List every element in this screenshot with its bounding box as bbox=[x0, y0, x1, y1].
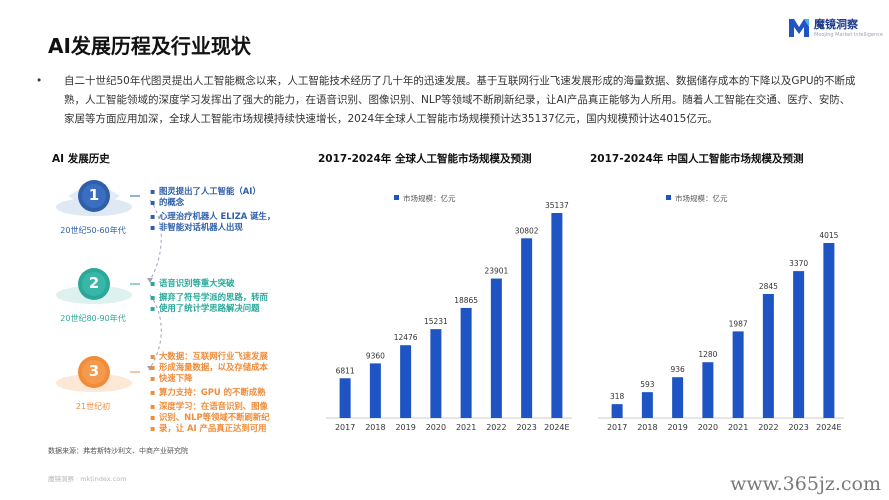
bar-2018 bbox=[641, 392, 653, 418]
logo-name: 魔镜洞察 bbox=[814, 18, 858, 31]
data-label-2018: 9360 bbox=[366, 351, 385, 360]
stage-3-years: 21世纪初 bbox=[75, 402, 111, 411]
stage-3-marker bbox=[56, 356, 132, 392]
global-chart-title: 2017-2024年 全球人工智能市场规模及预测 bbox=[318, 153, 532, 165]
stage-3-item: 深度学习：在语音识别、图像 bbox=[150, 401, 268, 412]
timeline-graphic bbox=[56, 180, 162, 392]
data-label-2021: 1987 bbox=[729, 319, 748, 328]
data-label-2017: 6811 bbox=[336, 366, 355, 375]
x-tick-label-2024E: 2024E bbox=[544, 423, 569, 432]
x-tick-label-2020: 2020 bbox=[426, 423, 446, 432]
stage-3-item: 形成海量数据，以及存储成本 bbox=[150, 362, 268, 373]
stage-1-years: 20世纪50-60年代 bbox=[60, 226, 126, 235]
brand-logo: 魔镜洞察 Moojing Market Intelligence bbox=[787, 13, 883, 43]
stage-2-marker bbox=[56, 268, 132, 304]
china-market-bar-chart: 市场规模：亿元 318 2017 593 2018 936 2019 1280 2020 1987… bbox=[598, 193, 844, 432]
x-tick-label-2021: 2021 bbox=[456, 423, 476, 432]
stage-3-item: 录，让 AI 产品真正达到可用 bbox=[150, 423, 267, 434]
stage-1-item: 非智能对话机器人出现 bbox=[150, 222, 243, 233]
x-tick-label-2017: 2017 bbox=[607, 423, 627, 432]
bar-2021 bbox=[732, 331, 744, 418]
x-tick-label-2018: 2018 bbox=[365, 423, 385, 432]
data-label-2020: 15231 bbox=[424, 317, 448, 326]
page-title: AI发展历程及行业现状 bbox=[48, 34, 251, 58]
data-label-2019: 12476 bbox=[394, 333, 418, 342]
x-tick-label-2022: 2022 bbox=[758, 423, 778, 432]
bar-2019 bbox=[672, 377, 684, 418]
stage-1-item: 的概念 bbox=[150, 197, 184, 208]
logo-subtitle: Moojing Market Intelligence bbox=[814, 32, 884, 38]
intro-paragraph: • 自二十世纪50年代图灵提出人工智能概念以来，人工智能技术经历了几十年的迅速发… bbox=[36, 72, 858, 129]
x-tick-label-2017: 2017 bbox=[335, 423, 355, 432]
bar-2018 bbox=[369, 363, 381, 418]
x-tick-label-2023: 2023 bbox=[788, 423, 808, 432]
data-label-2017: 318 bbox=[610, 392, 625, 401]
stage-3-number: 3 bbox=[88, 362, 100, 380]
x-tick-label-2022: 2022 bbox=[486, 423, 506, 432]
stage-2-years: 20世纪80-90年代 bbox=[60, 314, 126, 323]
stage-2-number: 2 bbox=[88, 274, 100, 292]
data-label-2024E: 4015 bbox=[819, 231, 838, 240]
x-tick-label-2024E: 2024E bbox=[816, 423, 841, 432]
x-tick-label-2021: 2021 bbox=[728, 423, 748, 432]
stage-1-item: 图灵提出了人工智能（AI） bbox=[150, 186, 261, 197]
china-chart-title: 2017-2024年 中国人工智能市场规模及预测 bbox=[590, 153, 804, 165]
bar-2024E bbox=[823, 243, 835, 418]
data-label-2024E: 35137 bbox=[545, 201, 569, 210]
legend-label: 市场规模：亿元 bbox=[675, 193, 728, 203]
legend-label: 市场规模：亿元 bbox=[403, 193, 456, 203]
stage-1-number: 1 bbox=[88, 186, 100, 204]
data-label-2023: 3370 bbox=[789, 259, 808, 268]
bar-2022 bbox=[762, 293, 774, 418]
footer-brand: 魔镜洞察 · mktindex.com bbox=[48, 475, 127, 483]
data-source: 数据来源：弗若斯特沙利文、中商产业研究院 bbox=[48, 447, 188, 455]
history-timeline: 1 2 3 20世纪50-60年代 20世纪80-90年代 21世纪初 图灵提出… bbox=[0, 170, 300, 450]
bar-2019 bbox=[400, 345, 412, 418]
bar-2021 bbox=[460, 307, 472, 418]
watermark: www.365jz.com bbox=[730, 473, 881, 495]
bar-2023 bbox=[521, 238, 533, 418]
data-label-2019: 936 bbox=[670, 365, 685, 374]
x-tick-label-2020: 2020 bbox=[698, 423, 718, 432]
stage-1-item: 心理治疗机器人 ELIZA 诞生， bbox=[150, 211, 275, 222]
bar-2022 bbox=[490, 278, 502, 418]
bar-2020 bbox=[702, 362, 714, 418]
data-label-2018: 593 bbox=[640, 380, 655, 389]
stage-3-item: 大数据：互联网行业飞速发展 bbox=[150, 351, 268, 362]
data-label-2022: 2845 bbox=[759, 282, 778, 291]
x-tick-label-2018: 2018 bbox=[637, 423, 657, 432]
data-label-2021: 18865 bbox=[454, 296, 478, 305]
data-label-2020: 1280 bbox=[698, 350, 717, 359]
stage-1-marker bbox=[56, 180, 132, 216]
data-label-2023: 30802 bbox=[515, 226, 539, 235]
x-tick-label-2019: 2019 bbox=[395, 423, 415, 432]
intro-text: 自二十世纪50年代图灵提出人工智能概念以来，人工智能技术经历了几十年的迅速发展。… bbox=[64, 75, 856, 125]
x-tick-label-2019: 2019 bbox=[667, 423, 687, 432]
bar-2020 bbox=[430, 329, 442, 418]
bar-2017 bbox=[611, 404, 623, 418]
logo-m-icon bbox=[789, 19, 809, 37]
legend-swatch bbox=[394, 195, 399, 200]
legend-swatch bbox=[666, 195, 671, 200]
bar-2023 bbox=[793, 271, 805, 418]
stage-2-item: 语音识别等重大突破 bbox=[150, 278, 234, 289]
history-title: AI 发展历史 bbox=[52, 153, 110, 165]
stage-3-item: 识别、NLP等领域不断刷新纪 bbox=[150, 412, 270, 423]
data-label-2022: 23901 bbox=[484, 267, 508, 276]
stage-3-item: 快速下降 bbox=[150, 373, 192, 384]
bullet-icon: • bbox=[36, 75, 43, 87]
stage-2-item: 摒弃了符号学派的思路，转而 bbox=[150, 292, 268, 303]
x-tick-label-2023: 2023 bbox=[516, 423, 536, 432]
bar-2024E bbox=[551, 213, 563, 418]
stage-3-item: 算力支持：GPU 的不断成熟 bbox=[150, 387, 266, 398]
global-market-bar-chart: 市场规模：亿元 6811 2017 9360 2018 12476 2019 15231 202… bbox=[326, 193, 572, 432]
bar-2017 bbox=[339, 378, 351, 418]
stage-2-item: 使用了统计学思路解决问题 bbox=[150, 303, 259, 314]
